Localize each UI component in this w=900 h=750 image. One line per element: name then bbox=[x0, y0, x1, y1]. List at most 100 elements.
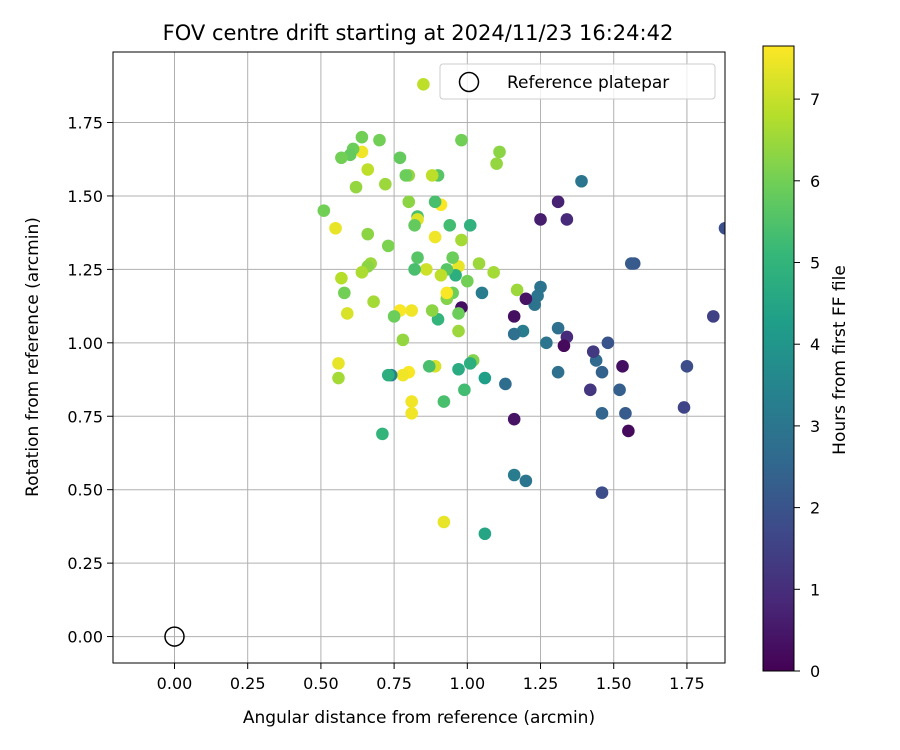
colorbar-tick-label: 6 bbox=[810, 172, 820, 191]
x-tick-label: 0.25 bbox=[230, 674, 266, 693]
scatter-point bbox=[446, 251, 459, 264]
x-tick-label: 0.50 bbox=[303, 674, 339, 693]
scatter-point bbox=[458, 383, 471, 397]
y-tick-label: 0.25 bbox=[67, 554, 103, 573]
colorbar-tick-label: 2 bbox=[810, 499, 820, 518]
scatter-point bbox=[487, 266, 500, 279]
scatter-point bbox=[472, 257, 486, 270]
scatter-point bbox=[437, 515, 451, 529]
y-tick-label: 1.00 bbox=[67, 334, 103, 353]
scatter-point bbox=[393, 151, 407, 165]
colorbar-ticks: 0 1 2 3 4 5 6 7 bbox=[794, 90, 820, 681]
y-tick-label: 0.50 bbox=[67, 481, 103, 500]
scatter-point bbox=[680, 360, 694, 373]
plot-frame bbox=[112, 51, 726, 664]
scatter-point bbox=[507, 468, 521, 482]
scatter-point bbox=[340, 307, 354, 320]
colorbar: 0 1 2 3 4 5 6 7 Hours from first FF file bbox=[762, 45, 850, 681]
y-tick-label: 1.75 bbox=[67, 114, 103, 133]
scatter-point bbox=[478, 527, 492, 541]
y-tick-label: 1.25 bbox=[67, 260, 103, 279]
scatter-point bbox=[557, 339, 571, 353]
colorbar-tick-label: 3 bbox=[810, 417, 820, 436]
scatter-point bbox=[507, 412, 521, 426]
scatter-point bbox=[402, 195, 416, 209]
scatter-point bbox=[332, 371, 345, 385]
x-tick-label: 1.25 bbox=[523, 674, 559, 693]
scatter-point bbox=[408, 263, 421, 276]
scatter-point bbox=[452, 362, 465, 376]
scatter-point bbox=[361, 163, 375, 176]
scatter-point bbox=[387, 310, 401, 323]
x-tick-label: 1.75 bbox=[669, 674, 705, 693]
scatter-point bbox=[335, 271, 348, 285]
scatter-point bbox=[428, 195, 442, 209]
scatter-point bbox=[534, 213, 547, 226]
scatter-point bbox=[519, 474, 533, 488]
scatter-point bbox=[335, 151, 348, 165]
scatter-point bbox=[367, 295, 380, 308]
scatter-point bbox=[405, 407, 418, 420]
scatter-point bbox=[601, 336, 615, 350]
scatter-point bbox=[452, 324, 465, 338]
colorbar-tick-label: 4 bbox=[810, 335, 820, 354]
scatter-point bbox=[405, 304, 418, 317]
colorbar-tick-label: 0 bbox=[810, 662, 820, 681]
scatter-point bbox=[551, 365, 565, 379]
scatter-point bbox=[405, 395, 418, 408]
scatter-point bbox=[499, 377, 512, 391]
scatter-point bbox=[396, 333, 410, 347]
scatter-point bbox=[381, 368, 395, 382]
scatter-point bbox=[437, 395, 451, 408]
scatter-point bbox=[519, 292, 533, 306]
scatter-point bbox=[551, 321, 565, 335]
scatter-point bbox=[510, 283, 524, 297]
chart-title: FOV centre drift starting at 2024/11/23 … bbox=[163, 21, 674, 45]
colorbar-gradient bbox=[762, 45, 795, 672]
x-tick-label: 0.00 bbox=[157, 674, 193, 693]
scatter-point bbox=[706, 310, 720, 323]
scatter-point bbox=[411, 251, 424, 264]
scatter-point bbox=[452, 307, 465, 320]
scatter-point bbox=[355, 130, 369, 144]
legend-label: Reference platepar bbox=[507, 73, 669, 93]
y-tick-label: 0.00 bbox=[67, 628, 103, 647]
scatter-point bbox=[355, 266, 369, 279]
scatter-point bbox=[586, 345, 600, 358]
scatter-point bbox=[317, 204, 331, 217]
data-points bbox=[317, 78, 725, 541]
scatter-point bbox=[595, 407, 609, 420]
scatter-point bbox=[332, 357, 345, 370]
x-axis-label: Angular distance from reference (arcmin) bbox=[243, 708, 595, 728]
scatter-point bbox=[428, 230, 442, 244]
scatter-point bbox=[399, 169, 413, 182]
scatter-point bbox=[551, 195, 565, 209]
scatter-point bbox=[677, 401, 691, 414]
x-tick-label: 0.75 bbox=[376, 674, 412, 693]
scatter-point bbox=[478, 371, 492, 385]
y-tick-label: 1.50 bbox=[67, 187, 103, 206]
scatter-point bbox=[463, 219, 477, 232]
scatter-point bbox=[443, 219, 457, 232]
scatter-point bbox=[461, 274, 474, 288]
reference-marker bbox=[164, 626, 185, 647]
scatter-point bbox=[338, 286, 351, 300]
scatter-point bbox=[455, 233, 468, 247]
colorbar-tick-label: 5 bbox=[810, 254, 820, 273]
scatter-point bbox=[425, 304, 439, 317]
x-axis-ticks: 0.00 0.25 0.50 0.75 1.00 1.25 1.50 1.75 bbox=[157, 663, 705, 693]
y-axis-label: Rotation from reference (arcmin) bbox=[23, 217, 43, 497]
scatter-point bbox=[422, 360, 436, 373]
y-tick-label: 0.75 bbox=[67, 407, 103, 426]
legend: Reference platepar bbox=[439, 63, 716, 100]
scatter-point bbox=[584, 383, 597, 397]
scatter-point bbox=[373, 133, 386, 147]
scatter-point bbox=[420, 263, 433, 276]
scatter-point bbox=[493, 145, 506, 159]
scatter-point bbox=[408, 219, 421, 232]
scatter-point bbox=[381, 239, 395, 253]
scatter-point bbox=[560, 213, 574, 226]
scatter-point bbox=[613, 383, 626, 397]
